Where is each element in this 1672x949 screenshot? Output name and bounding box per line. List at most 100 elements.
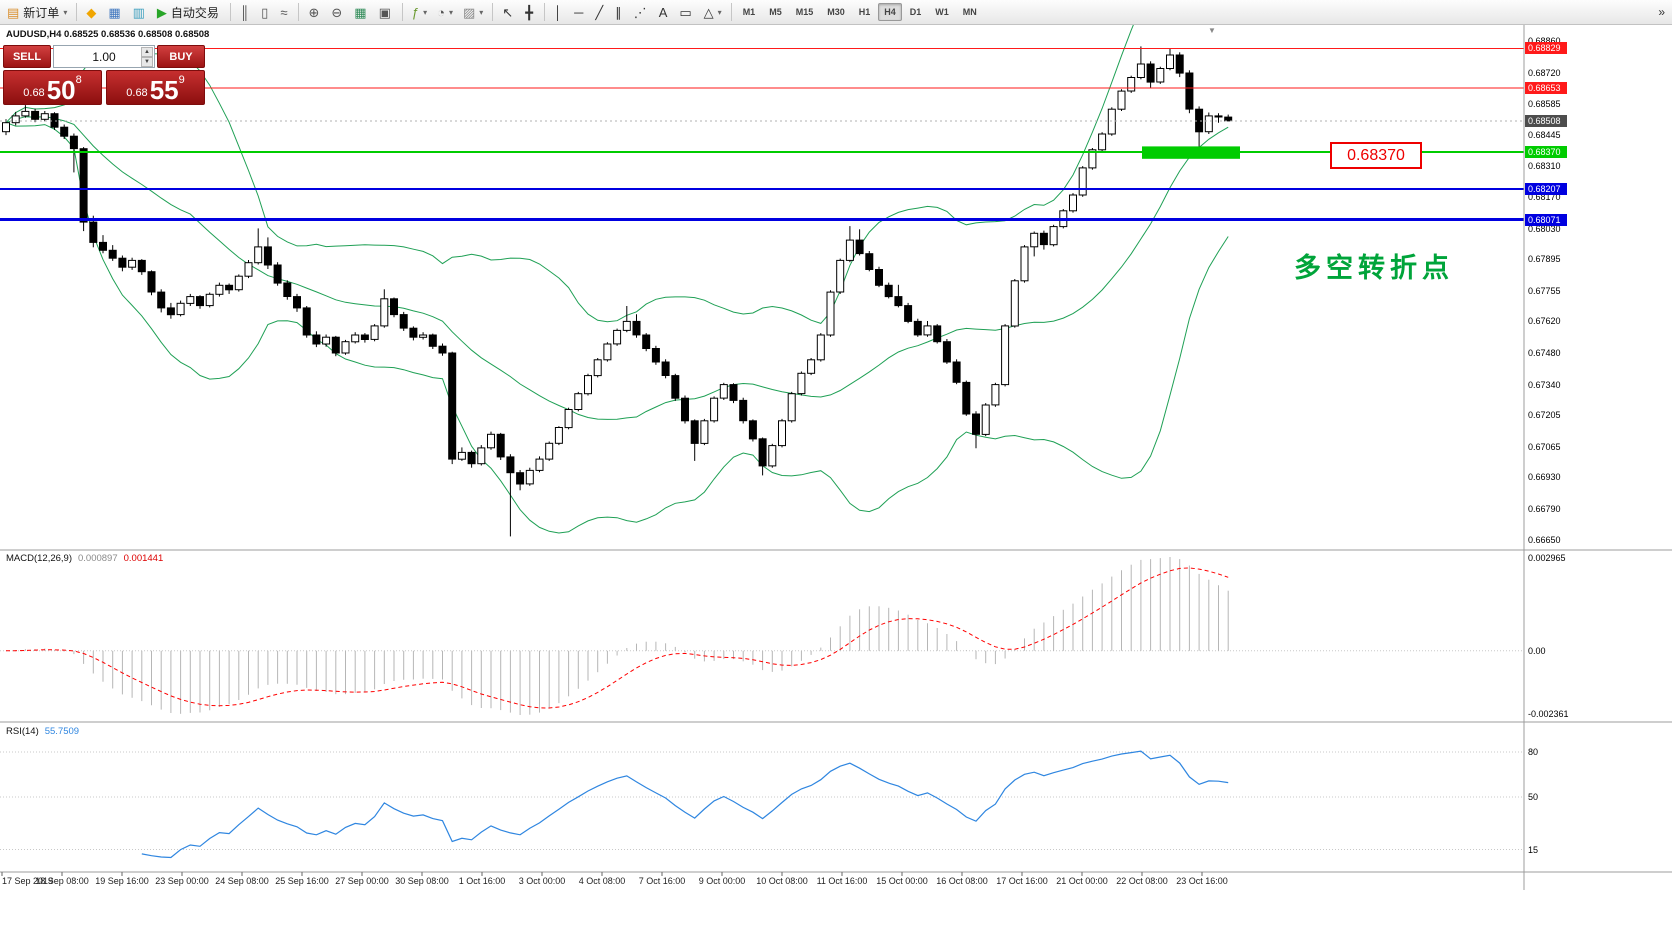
zoom-out-icon[interactable]: ⊖ xyxy=(327,2,348,23)
chart-shift-marker[interactable]: ▼ xyxy=(1208,26,1216,35)
zoom-in-icon[interactable]: ⊕ xyxy=(304,2,325,23)
timeframe-button-h1[interactable]: H1 xyxy=(858,7,871,17)
price-axis-label: 0.67205 xyxy=(1528,410,1561,421)
autotrade-button-label: 自动交易 xyxy=(170,5,219,20)
text-icon: A xyxy=(658,4,668,20)
vertical-line-icon[interactable]: │ xyxy=(550,2,568,23)
volume-input[interactable]: 1.00 ▲ ▼ xyxy=(53,45,155,68)
periods-icon: ◔ xyxy=(437,4,445,20)
time-axis-label: 24 Sep 08:00 xyxy=(215,876,269,886)
macd-label: MACD(12,26,9) 0.000897 0.001441 xyxy=(6,553,163,564)
time-axis-label: 7 Oct 16:00 xyxy=(638,876,686,886)
time-axis-label: 16 Oct 08:00 xyxy=(936,876,988,886)
zoom-out-icon: ⊖ xyxy=(331,4,343,20)
price-tag[interactable]: 0.68653 xyxy=(1525,82,1567,95)
candles-layer xyxy=(2,46,1233,537)
macd-axis-label: 0.00 xyxy=(1528,645,1546,656)
buy-price-big: 55 xyxy=(149,75,179,105)
trendline-icon[interactable]: ╱ xyxy=(591,2,609,23)
chevron-down-icon: ▾ xyxy=(448,7,453,17)
toolbar-separator xyxy=(730,3,732,21)
time-axis-label: 4 Oct 08:00 xyxy=(578,876,626,886)
price-tag[interactable]: 0.68207 xyxy=(1525,182,1567,195)
price-tag[interactable]: 0.68508 xyxy=(1525,114,1567,127)
buy-price-sup: 9 xyxy=(178,74,185,86)
bar-chart-icon: ║ xyxy=(239,4,250,20)
macd-signal-value: 0.001441 xyxy=(123,553,164,564)
new-order-icon: ▤ xyxy=(7,4,20,20)
timeframe-button-m30[interactable]: M30 xyxy=(827,7,845,17)
price-axis-label: 0.68170 xyxy=(1528,192,1561,203)
price-tag[interactable]: 0.68370 xyxy=(1525,146,1567,159)
bollinger-lower-band xyxy=(5,122,1229,534)
price-axis-label: 0.68030 xyxy=(1528,223,1561,234)
profiles-icon[interactable]: ▦ xyxy=(104,2,126,23)
sell-button[interactable]: SELL xyxy=(3,45,51,68)
data-window-icon: ▥ xyxy=(132,4,145,20)
metaquotes-icon[interactable]: ◆ xyxy=(82,2,102,23)
timeframe-button-w1[interactable]: W1 xyxy=(935,7,949,17)
time-axis-label: 21 Oct 00:00 xyxy=(1056,876,1108,886)
price-annotation-box[interactable]: 0.68370 xyxy=(1330,142,1422,169)
tile-windows-icon: ▣ xyxy=(378,4,391,20)
macd-name: MACD(12,26,9) xyxy=(6,553,72,564)
support-zone-rectangle[interactable] xyxy=(1142,146,1240,159)
price-axis-label: 0.67340 xyxy=(1528,379,1561,390)
cursor-icon[interactable]: ↖ xyxy=(498,2,519,23)
autotrade-button[interactable]: ▶ 自动交易 xyxy=(153,2,225,23)
text-icon[interactable]: A xyxy=(655,2,674,23)
price-axis-label: 0.67065 xyxy=(1528,441,1561,452)
candlestick-chart-icon[interactable]: ▯ xyxy=(257,2,274,23)
grid-icon[interactable]: ▦ xyxy=(350,2,372,23)
time-axis-label: 19 Sep 16:00 xyxy=(95,876,149,886)
periods-button[interactable]: ◔ ▾ xyxy=(433,2,457,23)
horizontal-line-icon[interactable]: ─ xyxy=(570,2,589,23)
tile-windows-icon[interactable]: ▣ xyxy=(375,2,397,23)
chart-ohlc-header: AUDUSD,H4 0.68525 0.68536 0.68508 0.6850… xyxy=(6,29,210,40)
time-axis-label: 17 Oct 16:00 xyxy=(996,876,1048,886)
price-tag[interactable]: 0.68829 xyxy=(1525,42,1567,55)
templates-button[interactable]: ▨ ▾ xyxy=(459,2,487,23)
price-axis-label: 0.66790 xyxy=(1528,503,1561,514)
trendline-icon: ╱ xyxy=(595,4,604,20)
buy-button[interactable]: BUY xyxy=(157,45,205,68)
grid-icon: ▦ xyxy=(354,4,367,20)
shapes-icon: △ xyxy=(703,4,714,20)
vertical-line-icon: │ xyxy=(554,4,563,20)
channel-icon[interactable]: ∥ xyxy=(611,2,628,23)
timeframe-button-m15[interactable]: M15 xyxy=(795,7,814,17)
arrow-label-icon[interactable]: ▭ xyxy=(675,2,697,23)
bar-chart-icon[interactable]: ║ xyxy=(236,2,255,23)
volume-increase-button[interactable]: ▲ xyxy=(141,47,153,57)
timeframe-button-m5[interactable]: M5 xyxy=(769,7,782,17)
time-axis-label: 1 Oct 16:00 xyxy=(458,876,506,886)
toolbar-separator xyxy=(492,3,494,21)
timeframe-button-h4[interactable]: H4 xyxy=(878,3,902,21)
fibonacci-icon[interactable]: ⋰ xyxy=(630,2,653,23)
templates-icon: ▨ xyxy=(462,4,476,20)
macd-axis-label: 0.002965 xyxy=(1528,553,1566,563)
crosshair-icon[interactable]: ╋ xyxy=(521,2,539,23)
line-chart-icon[interactable]: ≈ xyxy=(276,2,293,23)
sell-price-small: 0.68 xyxy=(23,87,45,99)
fibonacci-icon: ⋰ xyxy=(633,4,647,20)
indicators-button[interactable]: ƒ ▾ xyxy=(408,2,431,23)
timeframe-button-m1[interactable]: M1 xyxy=(742,7,756,17)
rsi-axis-label: 15 xyxy=(1528,844,1539,855)
chart-canvas[interactable] xyxy=(0,25,1672,949)
price-tag[interactable]: 0.68071 xyxy=(1525,213,1567,226)
sell-price-button[interactable]: 0.68 50 8 xyxy=(3,70,102,105)
toolbar-overflow-button[interactable]: » xyxy=(1658,5,1665,19)
buy-price-button[interactable]: 0.68 55 9 xyxy=(106,70,205,105)
volume-decrease-button[interactable]: ▼ xyxy=(141,57,153,67)
data-window-icon[interactable]: ▥ xyxy=(129,2,151,23)
time-axis-label: 15 Oct 00:00 xyxy=(876,876,928,886)
timeframe-button-mn[interactable]: MN xyxy=(962,7,977,17)
new-order-button-label: 新订单 xyxy=(23,5,60,20)
shapes-button[interactable]: △ ▾ xyxy=(700,2,726,23)
timeframe-button-d1[interactable]: D1 xyxy=(909,7,922,17)
turning-point-annotation[interactable]: 多空转折点 xyxy=(1294,253,1454,283)
price-axis-label: 0.67620 xyxy=(1528,316,1561,327)
new-order-button[interactable]: ▤ 新订单 ▾ xyxy=(3,2,71,23)
time-axis-label: 22 Oct 08:00 xyxy=(1116,876,1168,886)
